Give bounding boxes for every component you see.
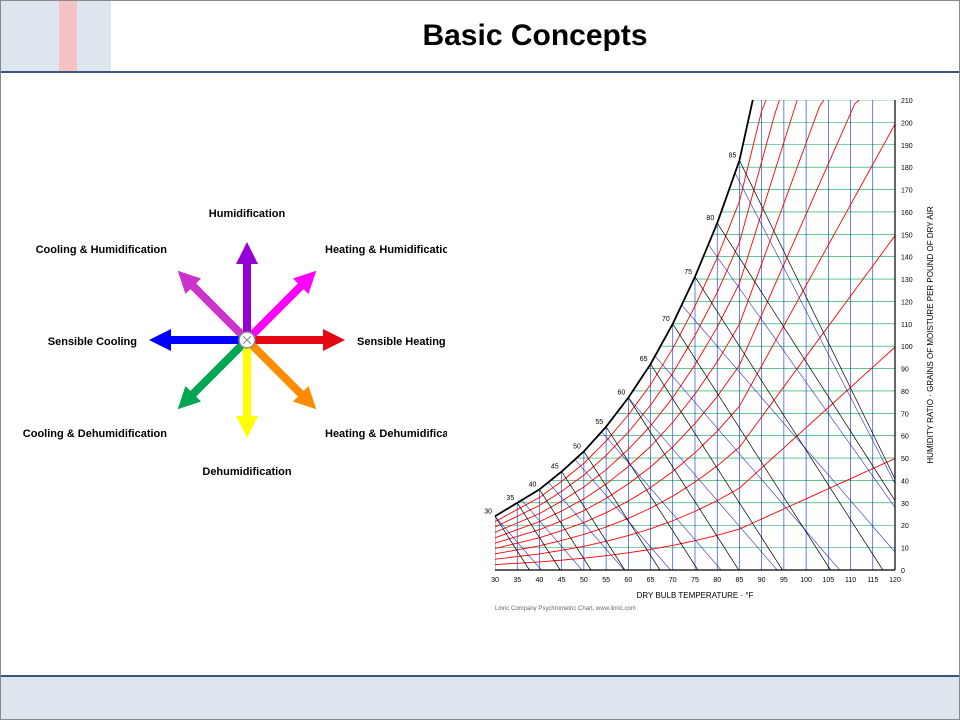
- svg-text:70: 70: [662, 316, 670, 323]
- svg-text:110: 110: [901, 322, 912, 329]
- svg-text:170: 170: [901, 188, 913, 195]
- header-stripes: [1, 1, 111, 71]
- svg-text:20: 20: [901, 523, 909, 530]
- y-axis-label: HUMIDITY RATIO · GRAINS OF MOISTURE PER …: [926, 206, 935, 463]
- compass-label: Cooling & Dehumidification: [23, 428, 167, 440]
- svg-text:35: 35: [506, 495, 514, 502]
- compass-label: Sensible Cooling: [48, 336, 137, 348]
- slide-header: Basic Concepts: [1, 1, 959, 73]
- svg-text:90: 90: [758, 577, 766, 584]
- svg-text:40: 40: [901, 478, 909, 485]
- slide-footer: [1, 675, 959, 719]
- slide-body: Sensible Heating Heating & Humidification…: [1, 73, 959, 675]
- svg-text:30: 30: [491, 577, 499, 584]
- svg-text:75: 75: [691, 577, 699, 584]
- svg-text:85: 85: [736, 577, 744, 584]
- compass-label: Dehumidification: [202, 466, 292, 478]
- svg-text:140: 140: [901, 255, 913, 262]
- svg-text:55: 55: [602, 577, 610, 584]
- svg-text:40: 40: [536, 577, 544, 584]
- svg-text:120: 120: [901, 299, 913, 306]
- svg-text:75: 75: [684, 269, 692, 276]
- svg-text:85: 85: [729, 152, 737, 159]
- svg-text:50: 50: [580, 577, 588, 584]
- svg-text:60: 60: [901, 434, 909, 441]
- process-compass-panel: Sensible Heating Heating & Humidification…: [7, 85, 447, 605]
- svg-text:30: 30: [484, 508, 492, 515]
- chart-caption: Linric Company Psychrometric Chart, www.…: [495, 606, 636, 612]
- svg-text:50: 50: [901, 456, 909, 463]
- stripe-a: [1, 1, 59, 71]
- svg-text:70: 70: [669, 577, 677, 584]
- x-axis-label: DRY BULB TEMPERATURE · °F: [637, 591, 754, 600]
- svg-text:150: 150: [901, 232, 913, 239]
- svg-text:10: 10: [901, 546, 909, 553]
- svg-text:80: 80: [901, 389, 909, 396]
- svg-text:30: 30: [901, 501, 909, 508]
- compass-label: Cooling & Humidification: [36, 244, 168, 256]
- svg-text:80: 80: [713, 577, 721, 584]
- svg-text:50: 50: [573, 443, 581, 450]
- svg-text:105: 105: [822, 577, 834, 584]
- compass-label: Sensible Heating: [357, 336, 446, 348]
- svg-text:180: 180: [901, 165, 913, 172]
- page-title: Basic Concepts: [422, 19, 647, 53]
- svg-text:80: 80: [706, 215, 714, 222]
- psychrometric-chart: 30 35 40 45 50 55 60 65 70 75 80 85 30 35 40 45 50 55 60 65…: [457, 85, 953, 645]
- svg-text:60: 60: [624, 577, 632, 584]
- svg-text:90: 90: [901, 367, 909, 374]
- svg-text:190: 190: [901, 143, 913, 150]
- compass-label: Humidification: [209, 208, 286, 220]
- compass-label: Heating & Humidification: [325, 244, 447, 256]
- svg-text:160: 160: [901, 210, 913, 217]
- svg-text:100: 100: [901, 344, 913, 351]
- svg-text:65: 65: [640, 356, 648, 363]
- svg-text:70: 70: [901, 411, 909, 418]
- psychrometric-panel: 30 35 40 45 50 55 60 65 70 75 80 85 30 35 40 45 50 55 60 65…: [457, 85, 953, 645]
- stripe-c: [77, 1, 111, 71]
- svg-text:65: 65: [647, 577, 655, 584]
- svg-text:40: 40: [529, 481, 537, 488]
- svg-text:110: 110: [845, 577, 856, 584]
- svg-text:45: 45: [558, 577, 566, 584]
- svg-text:95: 95: [780, 577, 788, 584]
- svg-text:100: 100: [800, 577, 812, 584]
- slide: Basic Concepts Sensible Heating Heating &…: [0, 0, 960, 720]
- svg-text:0: 0: [901, 568, 905, 575]
- svg-text:60: 60: [618, 390, 626, 397]
- svg-text:200: 200: [901, 120, 913, 127]
- svg-text:35: 35: [513, 577, 521, 584]
- svg-text:115: 115: [867, 577, 878, 584]
- compass-label: Heating & Dehumidification: [325, 428, 447, 440]
- svg-text:210: 210: [901, 98, 913, 105]
- svg-text:45: 45: [551, 464, 559, 471]
- svg-text:120: 120: [889, 577, 901, 584]
- svg-text:130: 130: [901, 277, 913, 284]
- stripe-b: [59, 1, 77, 71]
- title-wrap: Basic Concepts: [111, 1, 959, 71]
- svg-text:55: 55: [595, 419, 603, 426]
- process-compass: Sensible Heating Heating & Humidification…: [7, 85, 447, 605]
